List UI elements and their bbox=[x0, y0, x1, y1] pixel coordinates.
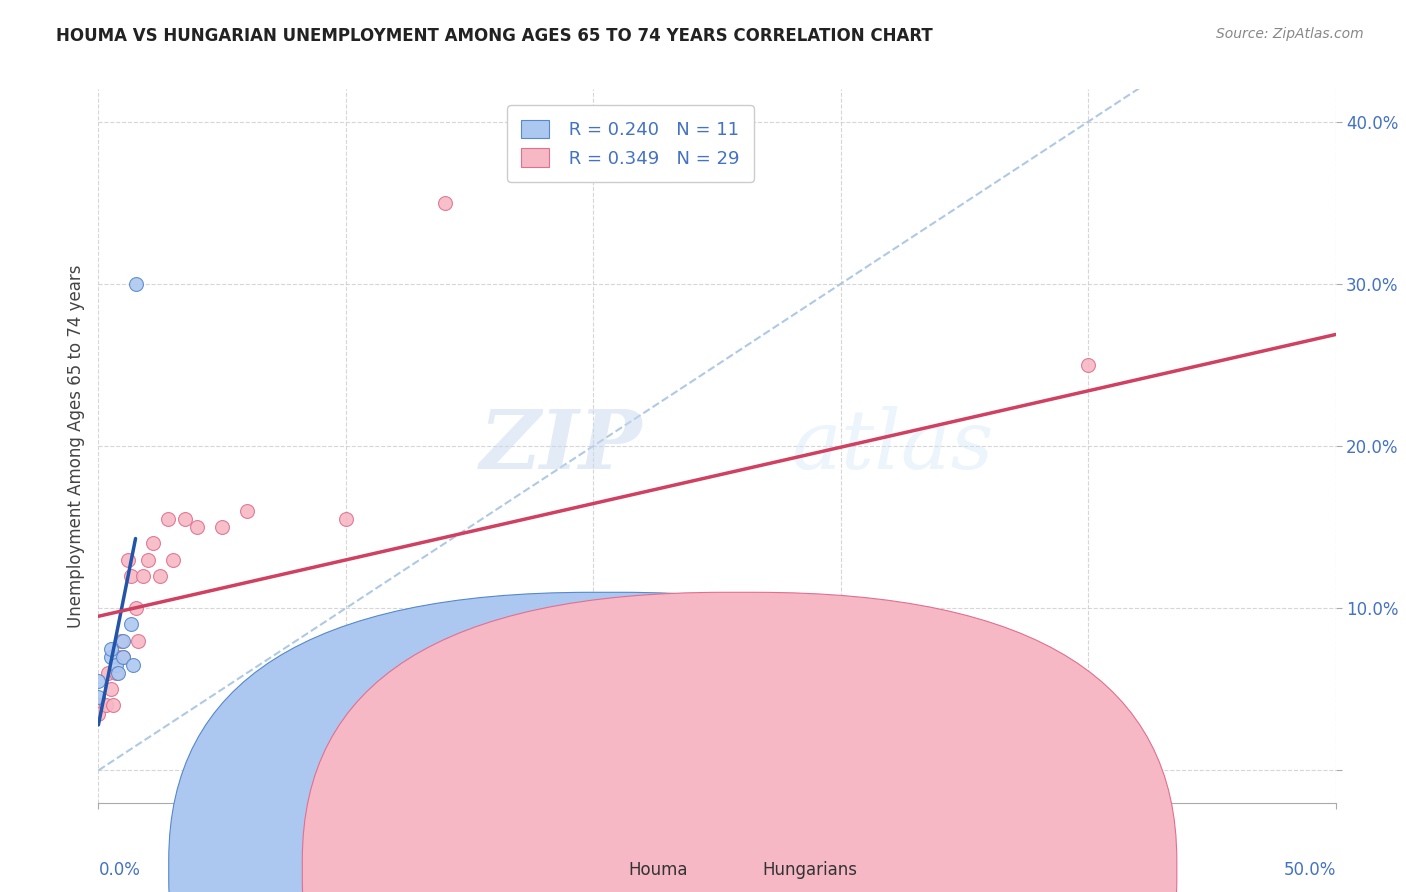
Text: 50.0%: 50.0% bbox=[1284, 861, 1336, 879]
Text: ZIP: ZIP bbox=[481, 406, 643, 486]
Point bbox=[149, 568, 172, 582]
Point bbox=[174, 512, 197, 526]
Point bbox=[224, 698, 246, 713]
Point bbox=[124, 277, 146, 291]
Text: Hungarians: Hungarians bbox=[762, 861, 858, 879]
Point bbox=[211, 520, 233, 534]
Point bbox=[142, 536, 165, 550]
Point bbox=[120, 617, 142, 632]
Point bbox=[87, 690, 110, 705]
Text: HOUMA VS HUNGARIAN UNEMPLOYMENT AMONG AGES 65 TO 74 YEARS CORRELATION CHART: HOUMA VS HUNGARIAN UNEMPLOYMENT AMONG AG… bbox=[56, 27, 934, 45]
Point bbox=[124, 601, 146, 615]
Point bbox=[953, 617, 976, 632]
Point bbox=[87, 674, 110, 689]
Point bbox=[335, 512, 357, 526]
Point bbox=[87, 706, 110, 721]
Point bbox=[112, 649, 135, 664]
Point bbox=[104, 657, 127, 672]
Text: Source: ZipAtlas.com: Source: ZipAtlas.com bbox=[1216, 27, 1364, 41]
Point bbox=[97, 666, 120, 681]
Point bbox=[433, 195, 456, 210]
Point bbox=[112, 649, 135, 664]
Text: atlas: atlas bbox=[792, 406, 994, 486]
Y-axis label: Unemployment Among Ages 65 to 74 years: Unemployment Among Ages 65 to 74 years bbox=[66, 264, 84, 628]
Text: 0.0%: 0.0% bbox=[98, 861, 141, 879]
Point bbox=[236, 504, 259, 518]
Point bbox=[112, 633, 135, 648]
Point bbox=[127, 633, 149, 648]
Point bbox=[136, 552, 159, 566]
Legend:  R = 0.240   N = 11,  R = 0.349   N = 29: R = 0.240 N = 11, R = 0.349 N = 29 bbox=[508, 105, 754, 182]
Point bbox=[107, 666, 129, 681]
Point bbox=[87, 698, 110, 713]
Point bbox=[186, 520, 208, 534]
Point bbox=[1077, 358, 1099, 372]
Text: Houma: Houma bbox=[628, 861, 688, 879]
Point bbox=[100, 641, 122, 656]
Point bbox=[103, 698, 125, 713]
Point bbox=[117, 552, 139, 566]
Point bbox=[100, 682, 122, 697]
Point bbox=[156, 512, 179, 526]
Point bbox=[94, 698, 117, 713]
Point bbox=[104, 666, 127, 681]
Point bbox=[132, 568, 155, 582]
Point bbox=[162, 552, 184, 566]
Point bbox=[100, 649, 122, 664]
Point bbox=[110, 633, 132, 648]
Point bbox=[122, 657, 145, 672]
Point bbox=[120, 568, 142, 582]
Point bbox=[107, 649, 129, 664]
